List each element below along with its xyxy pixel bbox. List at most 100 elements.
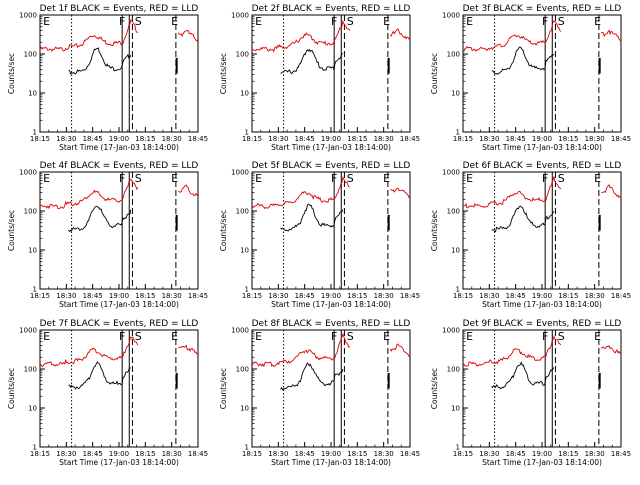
x-tick-label: 18:30 — [268, 135, 288, 143]
y-axis-label: Counts/sec — [219, 53, 228, 94]
x-tick-label: 18:45 — [295, 135, 315, 143]
x-tick-label: 18:30 — [374, 135, 394, 143]
x-tick-label: 18:15 — [30, 135, 50, 143]
panel-4: Det 4f BLACK = Events, RED = LLD 1 10 100 10… — [7, 161, 208, 309]
lld-series-line — [252, 332, 411, 368]
x-tick-label: 19:00 — [532, 135, 552, 143]
y-tick-label: 1000 — [442, 12, 460, 20]
y-tick-label: 100 — [24, 51, 37, 59]
panel-9: Det 9f BLACK = Events, RED = LLD 1 10 100 10… — [430, 319, 631, 467]
events-series-line — [491, 361, 555, 390]
lld-series-line — [462, 176, 622, 209]
panel-7: Det 7f BLACK = Events, RED = LLD 1 10 100 10… — [7, 319, 208, 467]
x-tick-label: 19:00 — [109, 292, 129, 300]
x-tick-label: 19:00 — [532, 450, 552, 458]
event-marker-label: S — [135, 330, 142, 343]
event-marker-label: S — [135, 172, 142, 185]
events-series-line — [68, 361, 131, 390]
event-marker-label: E — [466, 172, 473, 185]
x-tick-label: 18:15 — [558, 135, 578, 143]
y-tick-label: 100 — [447, 51, 460, 59]
events-series-line — [280, 48, 344, 75]
events-series-line — [280, 362, 344, 391]
x-tick-label: 18:15 — [242, 450, 262, 458]
y-tick-label: 1 — [456, 286, 460, 294]
x-tick-label: 19:00 — [109, 450, 129, 458]
panel-1: Det 1f BLACK = Events, RED = LLD 1 10 100 10… — [7, 4, 208, 152]
x-axis-label: Start Time (17-Jan-03 18:14:00) — [482, 143, 602, 152]
x-tick-label: 18:30 — [479, 450, 499, 458]
event-marker-label: F — [331, 15, 337, 28]
events-series-line — [68, 205, 132, 233]
y-tick-label: 10 — [28, 247, 37, 255]
event-marker-label: F — [331, 172, 337, 185]
y-axis-label: Counts/sec — [430, 368, 439, 409]
event-marker-label: F — [331, 330, 337, 343]
x-tick-label: 19:00 — [321, 450, 341, 458]
y-tick-label: 1000 — [231, 327, 249, 335]
x-tick-label: 18:30 — [479, 135, 499, 143]
y-tick-label: 10 — [240, 90, 249, 98]
x-tick-label: 19:00 — [321, 292, 341, 300]
x-tick-label: 18:30 — [268, 292, 288, 300]
panel-title: Det 4f BLACK = Events, RED = LLD — [40, 161, 199, 171]
events-series-line — [491, 205, 555, 233]
x-axis-label: Start Time (17-Jan-03 18:14:00) — [271, 300, 391, 309]
event-marker-label: E — [466, 330, 473, 343]
event-marker-label: E — [171, 15, 178, 28]
x-tick-label: 18:30 — [162, 292, 182, 300]
x-tick-label: 18:30 — [585, 135, 605, 143]
x-tick-label: 18:45 — [188, 450, 208, 458]
x-tick-label: 18:15 — [242, 135, 262, 143]
x-tick-label: 18:30 — [374, 292, 394, 300]
event-marker-label: E — [255, 330, 262, 343]
event-marker-label: E — [43, 172, 50, 185]
x-tick-label: 18:30 — [374, 450, 394, 458]
y-tick-label: 1000 — [19, 169, 37, 177]
panel-3: Det 3f BLACK = Events, RED = LLD 1 10 100 10… — [430, 4, 631, 152]
x-tick-label: 18:45 — [83, 450, 103, 458]
panel-title: Det 3f BLACK = Events, RED = LLD — [463, 4, 622, 14]
event-marker-label: F — [119, 330, 125, 343]
x-tick-label: 18:30 — [162, 450, 182, 458]
x-tick-label: 18:45 — [295, 450, 315, 458]
panel-2: Det 2f BLACK = Events, RED = LLD 1 10 100 10… — [219, 4, 420, 152]
x-tick-label: 18:30 — [585, 450, 605, 458]
x-axis-label: Start Time (17-Jan-03 18:14:00) — [59, 143, 179, 152]
x-tick-label: 18:15 — [135, 135, 155, 143]
event-marker-label: E — [466, 15, 473, 28]
x-tick-label: 18:15 — [30, 450, 50, 458]
y-tick-label: 100 — [447, 366, 460, 374]
x-tick-label: 19:00 — [532, 292, 552, 300]
x-tick-label: 18:45 — [400, 135, 420, 143]
y-axis-label: Counts/sec — [430, 53, 439, 94]
x-tick-label: 18:45 — [188, 292, 208, 300]
panel-title: Det 8f BLACK = Events, RED = LLD — [252, 319, 411, 329]
y-tick-label: 1000 — [442, 327, 460, 335]
event-marker-label: E — [594, 330, 601, 343]
x-tick-label: 18:45 — [400, 292, 420, 300]
event-marker-label: E — [171, 330, 178, 343]
lld-series-line — [462, 20, 622, 53]
panel-5: Det 5f BLACK = Events, RED = LLD 1 10 100 10… — [219, 161, 420, 309]
plot-frame — [39, 329, 199, 448]
panel-title: Det 2f BLACK = Events, RED = LLD — [252, 4, 411, 14]
panel-title: Det 5f BLACK = Events, RED = LLD — [252, 161, 411, 171]
lld-series-line — [462, 335, 622, 367]
y-tick-label: 100 — [236, 366, 249, 374]
x-tick-label: 18:45 — [611, 292, 631, 300]
x-tick-label: 18:15 — [453, 292, 473, 300]
y-tick-label: 1000 — [19, 327, 37, 335]
event-marker-label: S — [135, 15, 142, 28]
x-tick-label: 18:15 — [135, 450, 155, 458]
y-axis-label: Counts/sec — [7, 368, 16, 409]
x-tick-label: 18:15 — [347, 450, 367, 458]
x-axis-label: Start Time (17-Jan-03 18:14:00) — [271, 143, 391, 152]
lld-series-line — [39, 336, 199, 367]
event-marker-label: S — [558, 172, 565, 185]
y-tick-label: 1 — [245, 444, 249, 452]
x-tick-label: 19:00 — [109, 135, 129, 143]
plot-frame — [462, 171, 622, 290]
y-tick-label: 1 — [456, 129, 460, 137]
